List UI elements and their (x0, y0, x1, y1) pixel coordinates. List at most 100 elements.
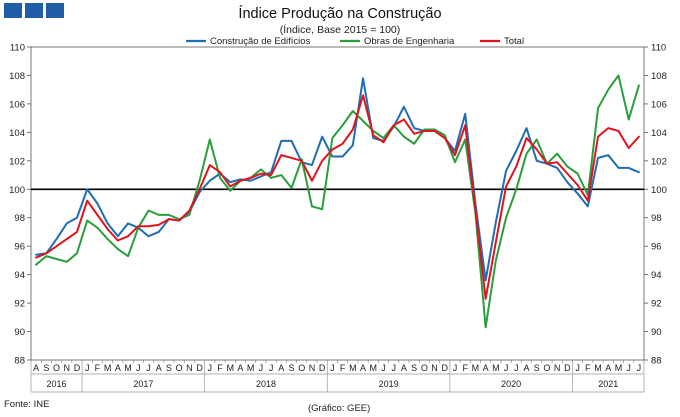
y-tick-label-left: 104 (9, 128, 25, 139)
y-tick-label-left: 108 (9, 71, 25, 82)
x-month-label: D (74, 363, 81, 373)
x-month-label: F (340, 363, 346, 373)
x-month-label: O (53, 363, 60, 373)
x-month-label: A (278, 363, 284, 373)
x-month-label: J (85, 363, 90, 373)
x-month-label: M (370, 363, 378, 373)
x-month-label: J (453, 363, 458, 373)
y-tick-label-right: 106 (651, 99, 667, 110)
y-tick-label-left: 92 (14, 299, 25, 310)
x-month-label: A (33, 363, 39, 373)
y-tick-label-right: 104 (651, 128, 667, 139)
logo-block (4, 3, 22, 18)
x-month-label: N (554, 363, 561, 373)
y-tick-label-right: 102 (651, 156, 667, 167)
x-month-label: D (319, 363, 326, 373)
x-month-label: F (217, 363, 223, 373)
y-tick-label-right: 96 (651, 242, 662, 253)
x-month-label: J (391, 363, 396, 373)
legend-label: Obras de Engenharia (364, 36, 455, 47)
logo-block (25, 3, 43, 18)
y-tick-label-left: 88 (14, 356, 25, 367)
y-tick-label-left: 102 (9, 156, 25, 167)
x-month-label: S (43, 363, 49, 373)
legend-label: Total (504, 36, 524, 47)
x-month-label: M (492, 363, 500, 373)
x-month-label: M (124, 363, 132, 373)
x-month-label: J (146, 363, 151, 373)
source-note: Fonte: INE (4, 399, 50, 410)
x-month-label: J (330, 363, 335, 373)
x-month-label: M (472, 363, 480, 373)
x-month-label: S (289, 363, 295, 373)
x-year-label: 2020 (501, 379, 521, 389)
x-month-label: J (269, 363, 274, 373)
y-tick-label-right: 100 (651, 185, 667, 196)
x-month-label: F (585, 363, 591, 373)
x-year-label: 2016 (47, 379, 67, 389)
x-month-label: J (259, 363, 264, 373)
x-month-label: A (483, 363, 489, 373)
legend-label: Construção de Edifícios (210, 36, 311, 47)
chart-credit: (Gráfico: GEE) (308, 403, 371, 414)
x-month-label: J (575, 363, 580, 373)
y-tick-label-right: 110 (651, 43, 666, 54)
x-month-label: D (564, 363, 571, 373)
x-month-label: A (605, 363, 611, 373)
x-month-label: O (176, 363, 183, 373)
x-month-label: J (136, 363, 141, 373)
x-year-label: 2021 (598, 379, 618, 389)
series-line-1 (35, 77, 640, 282)
x-month-label: D (442, 363, 449, 373)
x-month-label: A (360, 363, 366, 373)
y-tick-label-right: 90 (651, 327, 662, 338)
x-month-label: F (95, 363, 101, 373)
x-year-label: 2019 (379, 379, 399, 389)
x-month-label: S (166, 363, 172, 373)
x-month-label: A (115, 363, 121, 373)
y-tick-label-left: 100 (9, 185, 25, 196)
x-month-label: M (615, 363, 623, 373)
x-month-label: J (504, 363, 509, 373)
x-month-label: D (196, 363, 203, 373)
x-month-label: S (411, 363, 417, 373)
x-month-label: O (298, 363, 305, 373)
y-tick-label-right: 92 (651, 299, 662, 310)
x-month-label: A (156, 363, 162, 373)
x-month-label: S (534, 363, 540, 373)
y-tick-label-right: 98 (651, 213, 662, 224)
x-month-label: N (309, 363, 316, 373)
y-tick-label-left: 90 (14, 327, 25, 338)
y-tick-label-right: 88 (651, 356, 662, 367)
plot-frame (30, 46, 645, 361)
series-line-2 (35, 74, 640, 329)
x-month-label: M (247, 363, 255, 373)
series-line-3 (35, 94, 640, 300)
y-tick-label-left: 98 (14, 213, 25, 224)
chart-title: Índice Produção na Construção (238, 6, 442, 22)
x-month-label: N (186, 363, 193, 373)
x-month-label: M (226, 363, 234, 373)
x-month-label: A (401, 363, 407, 373)
x-month-label: J (637, 363, 642, 373)
x-month-label: J (514, 363, 519, 373)
x-month-label: A (524, 363, 530, 373)
y-tick-label-right: 108 (651, 71, 667, 82)
y-tick-label-right: 94 (651, 270, 662, 281)
x-month-label: M (104, 363, 112, 373)
x-month-label: J (208, 363, 213, 373)
x-month-label: J (381, 363, 386, 373)
x-year-label: 2017 (133, 379, 153, 389)
chart-subtitle: (Índice, Base 2015 = 100) (279, 24, 401, 36)
x-month-label: N (431, 363, 438, 373)
x-month-label: O (421, 363, 428, 373)
x-month-label: M (594, 363, 602, 373)
x-month-label: F (462, 363, 468, 373)
y-tick-label-left: 110 (10, 43, 25, 54)
y-tick-label-left: 106 (9, 99, 25, 110)
y-tick-label-left: 94 (14, 270, 25, 281)
x-month-label: N (64, 363, 71, 373)
x-month-label: M (349, 363, 357, 373)
x-year-label: 2018 (256, 379, 276, 389)
x-month-label: O (543, 363, 550, 373)
